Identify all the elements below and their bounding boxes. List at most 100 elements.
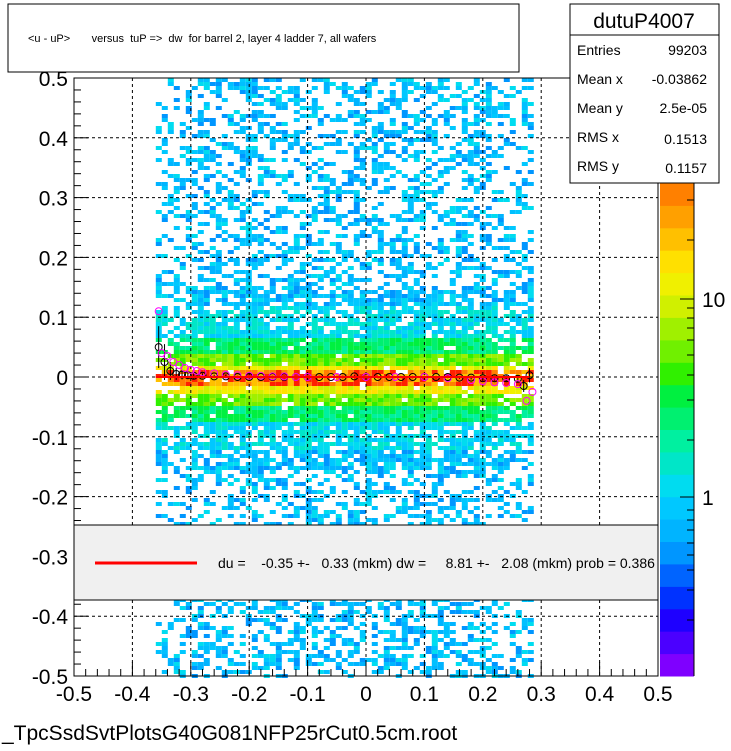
heat-cell <box>407 450 414 454</box>
heat-cell <box>401 158 408 162</box>
heat-cell <box>473 274 480 278</box>
heat-cell <box>185 226 192 230</box>
heat-cell <box>245 314 252 318</box>
heat-cell <box>353 650 360 654</box>
heat-cell <box>449 438 456 442</box>
heat-cell <box>515 194 522 198</box>
heat-cell <box>485 326 492 330</box>
heat-cell <box>341 86 348 90</box>
heat-cell <box>359 406 366 410</box>
heat-cell <box>431 398 438 402</box>
heat-cell <box>257 430 264 434</box>
heat-cell <box>383 418 390 422</box>
heat-cell <box>485 82 492 86</box>
heat-cell <box>401 454 408 458</box>
heat-cell <box>299 402 306 406</box>
heat-cell <box>185 234 192 238</box>
heat-cell <box>251 350 258 354</box>
heat-cell <box>527 314 534 318</box>
heat-cell <box>179 146 186 150</box>
heat-cell <box>491 306 498 310</box>
heat-cell <box>527 358 534 362</box>
heat-cell <box>287 86 294 90</box>
heat-cell <box>341 346 348 350</box>
heat-cell <box>269 606 276 610</box>
heat-cell <box>275 102 282 106</box>
heat-cell <box>161 394 168 398</box>
heat-cell <box>497 90 504 94</box>
heat-cell <box>377 242 384 246</box>
heat-cell <box>485 386 492 390</box>
heat-cell <box>263 382 270 386</box>
heat-cell <box>395 294 402 298</box>
heat-cell <box>347 406 354 410</box>
heat-cell <box>233 390 240 394</box>
heat-cell <box>395 278 402 282</box>
heat-cell <box>197 414 204 418</box>
heat-cell <box>311 610 318 614</box>
heat-cell <box>221 322 228 326</box>
heat-cell <box>281 350 288 354</box>
heat-cell <box>251 382 258 386</box>
heat-cell <box>191 382 198 386</box>
heat-cell <box>275 358 282 362</box>
heat-cell <box>389 358 396 362</box>
heat-cell <box>251 618 258 622</box>
heat-cell <box>215 450 222 454</box>
heat-cell <box>437 394 444 398</box>
heat-cell <box>203 134 210 138</box>
heat-cell <box>269 334 276 338</box>
heat-cell <box>203 418 210 422</box>
heat-cell <box>377 286 384 290</box>
heat-cell <box>461 414 468 418</box>
heat-cell <box>305 438 312 442</box>
heat-cell <box>371 642 378 646</box>
heat-cell <box>455 270 462 274</box>
heat-cell <box>251 398 258 402</box>
heat-cell <box>377 450 384 454</box>
heat-cell <box>203 166 210 170</box>
heat-cell <box>515 450 522 454</box>
heat-cell <box>347 382 354 386</box>
heat-cell <box>263 478 270 482</box>
heat-cell <box>413 618 420 622</box>
heat-cell <box>305 414 312 418</box>
heat-cell <box>359 166 366 170</box>
heat-cell <box>179 414 186 418</box>
heat-cell <box>287 318 294 322</box>
heat-cell <box>353 422 360 426</box>
heat-cell <box>497 334 504 338</box>
heat-cell <box>401 478 408 482</box>
heat-cell <box>305 114 312 118</box>
heat-cell <box>197 446 204 450</box>
heat-cell <box>299 494 306 498</box>
heat-cell <box>473 142 480 146</box>
heat-cell <box>257 362 264 366</box>
heat-cell <box>455 294 462 298</box>
heat-cell <box>419 226 426 230</box>
heat-cell <box>305 274 312 278</box>
heat-cell <box>425 386 432 390</box>
heat-cell <box>299 330 306 334</box>
heat-cell <box>341 638 348 642</box>
heat-cell <box>473 626 480 630</box>
heat-cell <box>161 470 168 474</box>
heat-cell <box>479 266 486 270</box>
heat-cell <box>341 118 348 122</box>
heat-cell <box>455 302 462 306</box>
heat-cell <box>323 186 330 190</box>
heat-cell <box>191 346 198 350</box>
heat-cell <box>341 326 348 330</box>
heat-cell <box>377 90 384 94</box>
heat-cell <box>167 122 174 126</box>
heat-cell <box>431 150 438 154</box>
heat-cell <box>353 242 360 246</box>
heat-cell <box>275 294 282 298</box>
heat-cell <box>227 162 234 166</box>
heat-cell <box>515 630 522 634</box>
heat-cell <box>497 394 504 398</box>
heat-cell <box>197 366 204 370</box>
heat-cell <box>437 350 444 354</box>
heat-cell <box>239 226 246 230</box>
heat-cell <box>215 606 222 610</box>
